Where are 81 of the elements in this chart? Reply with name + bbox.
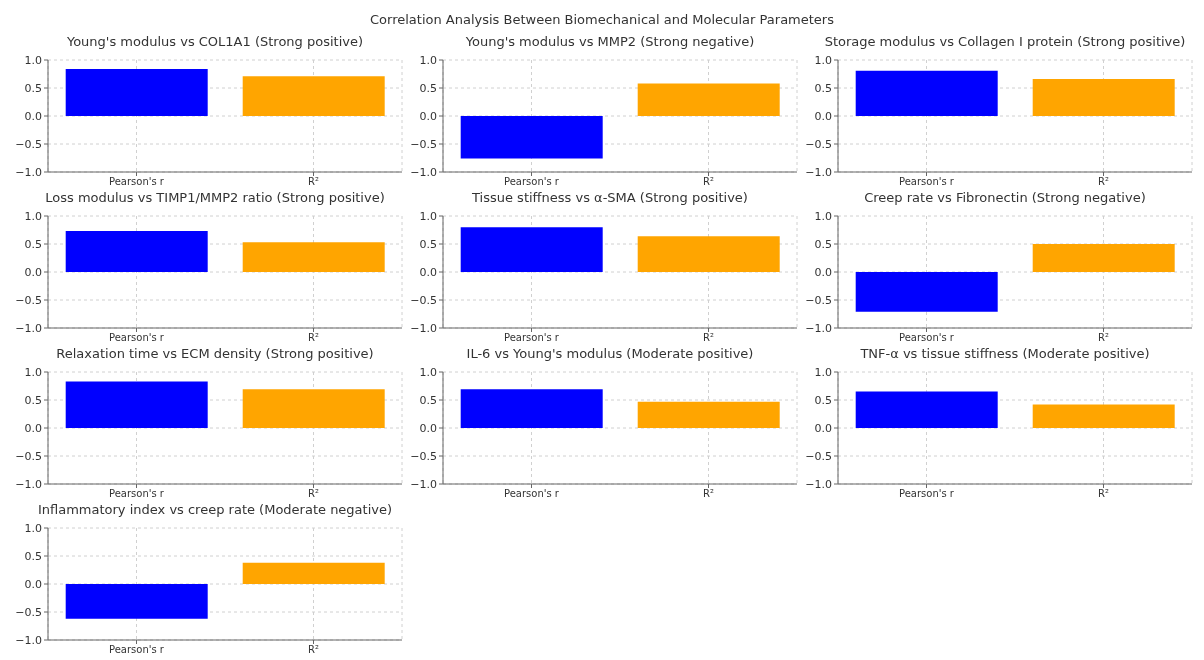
y-tick-label: −1.0 <box>805 321 832 335</box>
y-tick-label: 0.0 <box>419 421 437 435</box>
chart-title: Inflammatory index vs creep rate (Moderate negative) <box>36 502 394 519</box>
chart-title: Young's modulus vs MMP2 (Strong negative) <box>464 34 756 51</box>
y-tick-label: 0.5 <box>814 393 832 407</box>
y-tick-label: 1.0 <box>24 209 42 223</box>
y-tick-label: 1.0 <box>814 209 832 223</box>
y-tick-label: 0.5 <box>24 549 42 563</box>
x-tick-label: R² <box>703 176 714 188</box>
x-tick-label: Pearson's r <box>504 488 560 500</box>
y-tick-label: 1.0 <box>419 365 437 379</box>
y-tick-label: −0.5 <box>15 605 42 619</box>
x-tick-label: R² <box>308 176 319 188</box>
y-tick-label: 1.0 <box>814 365 832 379</box>
chart-title: Tissue stiffness vs α-SMA (Strong positive) <box>471 190 749 207</box>
y-tick-label: 0.5 <box>419 81 437 95</box>
y-tick-label: 0.0 <box>814 109 832 123</box>
y-tick-label: −0.5 <box>15 449 42 463</box>
x-tick-label: Pearson's r <box>504 176 560 188</box>
chart-title: Young's modulus vs COL1A1 (Strong positive) <box>65 34 365 51</box>
chart-title: IL-6 vs Young's modulus (Moderate positive) <box>465 346 755 363</box>
x-tick-label: R² <box>1098 488 1109 500</box>
y-tick-label: −1.0 <box>15 477 42 491</box>
y-tick-label: −0.5 <box>15 293 42 307</box>
x-tick-label: Pearson's r <box>109 332 165 344</box>
y-tick-label: −0.5 <box>410 137 437 151</box>
chart-title: TNF-α vs tissue stiffness (Moderate positive) <box>859 346 1151 363</box>
y-tick-label: −1.0 <box>410 321 437 335</box>
x-tick-label: R² <box>703 488 714 500</box>
chart-title: Storage modulus vs Collagen I protein (Strong positive) <box>823 34 1187 51</box>
x-tick-label: Pearson's r <box>109 488 165 500</box>
y-tick-label: −0.5 <box>805 137 832 151</box>
y-tick-label: −1.0 <box>410 477 437 491</box>
y-tick-label: 0.5 <box>24 237 42 251</box>
chart-title: Loss modulus vs TIMP1/MMP2 ratio (Strong positive) <box>44 190 386 207</box>
y-tick-label: −0.5 <box>410 293 437 307</box>
y-tick-label: −1.0 <box>805 477 832 491</box>
y-tick-label: 1.0 <box>814 53 832 67</box>
y-tick-label: 0.0 <box>814 421 832 435</box>
y-tick-label: 1.0 <box>24 521 42 535</box>
chart-title: Relaxation time vs ECM density (Strong positive) <box>55 346 375 363</box>
y-tick-label: 0.5 <box>419 237 437 251</box>
y-tick-label: 1.0 <box>24 365 42 379</box>
y-tick-label: 0.0 <box>24 577 42 591</box>
x-tick-label: R² <box>308 332 319 344</box>
y-tick-label: 0.0 <box>419 265 437 279</box>
y-tick-label: −1.0 <box>410 165 437 179</box>
y-tick-label: 0.5 <box>814 237 832 251</box>
text: Correlation Analysis Between Biomechanical and Molecular Parameters <box>369 12 835 27</box>
y-tick-label: −1.0 <box>15 321 42 335</box>
x-tick-label: Pearson's r <box>504 332 560 344</box>
x-tick-label: Pearson's r <box>899 488 955 500</box>
y-tick-label: 0.0 <box>814 265 832 279</box>
y-tick-label: 0.5 <box>419 393 437 407</box>
y-tick-label: 0.0 <box>24 265 42 279</box>
y-tick-label: −1.0 <box>15 165 42 179</box>
y-tick-label: 0.0 <box>24 109 42 123</box>
x-tick-label: R² <box>1098 176 1109 188</box>
y-tick-label: −0.5 <box>410 449 437 463</box>
x-tick-label: Pearson's r <box>899 332 955 344</box>
y-tick-label: −0.5 <box>805 293 832 307</box>
y-tick-label: 0.5 <box>814 81 832 95</box>
y-tick-label: 1.0 <box>24 53 42 67</box>
y-tick-label: 1.0 <box>419 53 437 67</box>
x-tick-label: R² <box>703 332 714 344</box>
y-tick-label: −0.5 <box>15 137 42 151</box>
chart-title: Creep rate vs Fibronectin (Strong negative) <box>863 190 1147 207</box>
y-tick-label: −1.0 <box>805 165 832 179</box>
y-tick-label: −0.5 <box>805 449 832 463</box>
x-tick-label: R² <box>308 644 319 656</box>
x-tick-label: Pearson's r <box>109 644 165 656</box>
y-tick-label: −1.0 <box>15 633 42 647</box>
y-tick-label: 1.0 <box>419 209 437 223</box>
x-tick-label: R² <box>308 488 319 500</box>
x-tick-label: R² <box>1098 332 1109 344</box>
y-tick-label: 0.5 <box>24 81 42 95</box>
y-tick-label: 0.0 <box>419 109 437 123</box>
x-tick-label: Pearson's r <box>899 176 955 188</box>
y-tick-label: 0.0 <box>24 421 42 435</box>
x-tick-label: Pearson's r <box>109 176 165 188</box>
y-tick-label: 0.5 <box>24 393 42 407</box>
